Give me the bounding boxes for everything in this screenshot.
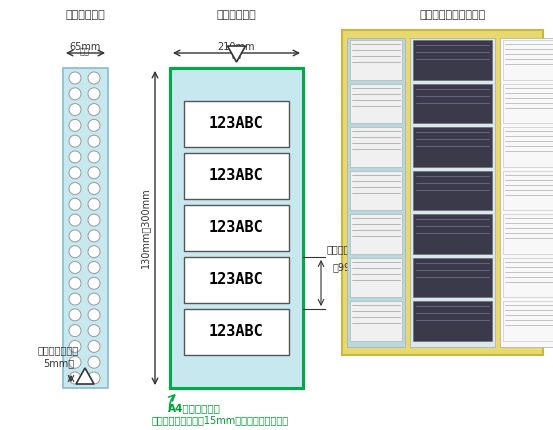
Text: 各両側の端部分（絀15mm）は印字不可です。: 各両側の端部分（絀15mm）は印字不可です。 <box>152 415 289 425</box>
Bar <box>413 301 492 341</box>
Text: 123ABC: 123ABC <box>209 221 264 236</box>
Circle shape <box>88 104 100 116</box>
Text: 123ABC: 123ABC <box>209 169 264 184</box>
Bar <box>350 40 402 80</box>
Bar <box>413 258 492 298</box>
Circle shape <box>69 135 81 147</box>
Bar <box>347 38 405 347</box>
Bar <box>184 101 289 147</box>
Circle shape <box>69 356 81 368</box>
Circle shape <box>88 198 100 210</box>
Text: 123ABC: 123ABC <box>209 273 264 288</box>
Bar <box>413 171 492 210</box>
Bar <box>500 38 553 347</box>
Text: 130mm～300mm: 130mm～300mm <box>140 187 150 268</box>
Circle shape <box>88 341 100 353</box>
Bar <box>503 40 553 80</box>
Text: サンプルラベル（例）: サンプルラベル（例） <box>420 10 486 20</box>
Circle shape <box>88 372 100 384</box>
Bar <box>350 301 402 341</box>
Bar <box>503 127 553 167</box>
Circle shape <box>88 277 100 289</box>
Circle shape <box>88 214 100 226</box>
Bar <box>184 309 289 355</box>
Circle shape <box>69 214 81 226</box>
Circle shape <box>69 246 81 258</box>
Bar <box>184 205 289 251</box>
Bar <box>350 83 402 123</box>
Bar <box>184 257 289 303</box>
Polygon shape <box>227 46 246 62</box>
Circle shape <box>69 88 81 100</box>
Circle shape <box>88 120 100 132</box>
Circle shape <box>69 325 81 337</box>
Circle shape <box>88 151 100 163</box>
Bar <box>503 171 553 210</box>
Bar <box>413 127 492 167</box>
Bar <box>170 68 303 388</box>
Circle shape <box>69 372 81 384</box>
Circle shape <box>88 261 100 273</box>
Circle shape <box>88 72 100 84</box>
Text: 65mm: 65mm <box>70 42 101 52</box>
Text: 最小幅ラベル: 最小幅ラベル <box>65 10 105 20</box>
Text: 123ABC: 123ABC <box>209 325 264 340</box>
Circle shape <box>69 151 81 163</box>
Circle shape <box>69 72 81 84</box>
Circle shape <box>88 88 100 100</box>
Polygon shape <box>76 368 94 384</box>
Text: 123ABC: 123ABC <box>209 117 264 132</box>
Circle shape <box>69 167 81 179</box>
Circle shape <box>69 182 81 194</box>
Circle shape <box>88 246 100 258</box>
Text: 最大印字ピッチ: 最大印字ピッチ <box>327 244 368 254</box>
Text: 5mm～: 5mm～ <box>43 358 74 368</box>
Text: 流れ: 流れ <box>232 50 242 59</box>
Circle shape <box>88 293 100 305</box>
Bar <box>413 83 492 123</box>
Circle shape <box>69 230 81 242</box>
Bar <box>503 301 553 341</box>
Circle shape <box>69 309 81 321</box>
Text: 210mm: 210mm <box>218 42 255 52</box>
Circle shape <box>88 325 100 337</box>
Bar <box>350 171 402 210</box>
Circle shape <box>69 341 81 353</box>
Circle shape <box>88 309 100 321</box>
Bar <box>503 258 553 298</box>
Bar <box>413 214 492 254</box>
Circle shape <box>88 182 100 194</box>
Text: 最大幅ラベル: 最大幅ラベル <box>217 10 257 20</box>
Circle shape <box>88 230 100 242</box>
Circle shape <box>69 293 81 305</box>
Text: 流れ: 流れ <box>80 47 90 56</box>
Bar <box>63 68 108 388</box>
Circle shape <box>88 135 100 147</box>
Circle shape <box>69 104 81 116</box>
Text: 最小印字ピッチ: 最小印字ピッチ <box>38 345 79 355</box>
Circle shape <box>69 277 81 289</box>
Circle shape <box>69 198 81 210</box>
Circle shape <box>88 167 100 179</box>
Bar <box>350 127 402 167</box>
Circle shape <box>69 261 81 273</box>
Circle shape <box>69 120 81 132</box>
Bar <box>410 38 495 347</box>
Bar <box>503 83 553 123</box>
Circle shape <box>88 356 100 368</box>
Bar <box>350 258 402 298</box>
Text: A4サイズの場合: A4サイズの場合 <box>168 403 221 413</box>
Text: ～99mm: ～99mm <box>333 262 370 272</box>
Bar <box>350 214 402 254</box>
Bar <box>503 214 553 254</box>
Bar <box>413 40 492 80</box>
Bar <box>184 153 289 199</box>
Bar <box>342 30 543 355</box>
